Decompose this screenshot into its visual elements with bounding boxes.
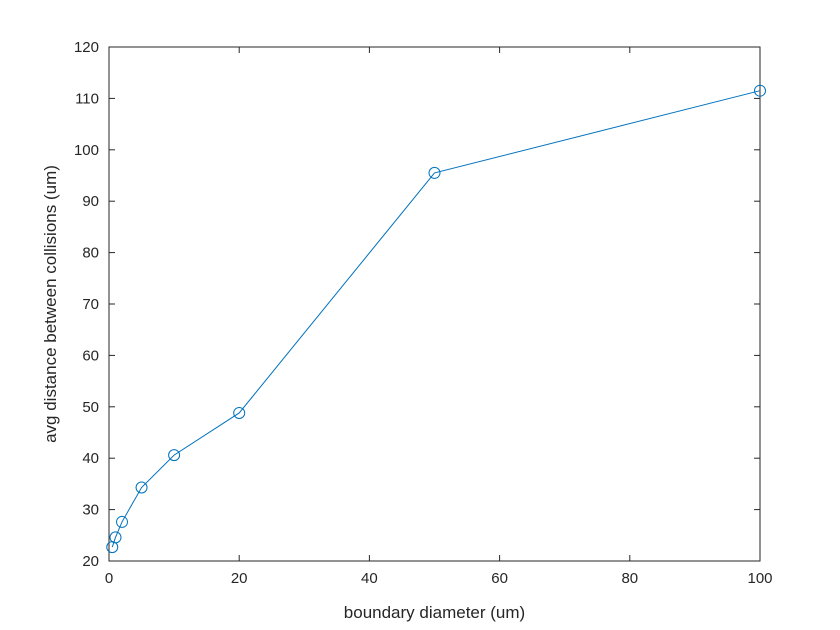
data-point-marker bbox=[233, 406, 246, 419]
y-tick-label: 110 bbox=[75, 90, 99, 107]
x-axis-title: boundary diameter (um) bbox=[344, 603, 525, 622]
x-tick-label: 100 bbox=[747, 570, 772, 587]
data-point-marker bbox=[109, 531, 122, 544]
data-point-marker bbox=[428, 166, 441, 179]
data-point-marker bbox=[168, 449, 181, 462]
y-tick-label: 40 bbox=[82, 450, 99, 467]
y-tick-label: 100 bbox=[74, 142, 99, 159]
x-tick-label: 80 bbox=[621, 570, 638, 587]
data-point-marker bbox=[135, 481, 148, 494]
y-tick-label: 50 bbox=[82, 399, 99, 416]
series-line bbox=[111, 90, 761, 548]
y-tick-label: 20 bbox=[82, 553, 99, 570]
y-tick-label: 30 bbox=[82, 502, 99, 519]
x-tick-label: 60 bbox=[491, 570, 508, 587]
y-tick-label: 90 bbox=[82, 193, 99, 210]
y-tick-label: 80 bbox=[82, 245, 99, 262]
y-tick-label: 60 bbox=[82, 347, 99, 364]
x-axis: 0 20 40 60 80 100 bbox=[105, 47, 773, 587]
data-point-marker bbox=[754, 84, 766, 97]
y-tick-label: 70 bbox=[82, 296, 99, 313]
x-tick-label: 0 bbox=[105, 570, 113, 587]
x-tick-label: 20 bbox=[231, 570, 248, 587]
y-tick-label: 120 bbox=[74, 39, 99, 56]
y-axis-title: avg distance between collisions (um) bbox=[41, 165, 60, 443]
data-point-marker bbox=[116, 515, 129, 528]
x-tick-label: 40 bbox=[361, 570, 378, 587]
plot-area bbox=[108, 46, 761, 562]
series-layer bbox=[106, 84, 766, 554]
y-axis: 20 30 40 50 60 70 80 90 100 110 120 bbox=[74, 39, 760, 570]
